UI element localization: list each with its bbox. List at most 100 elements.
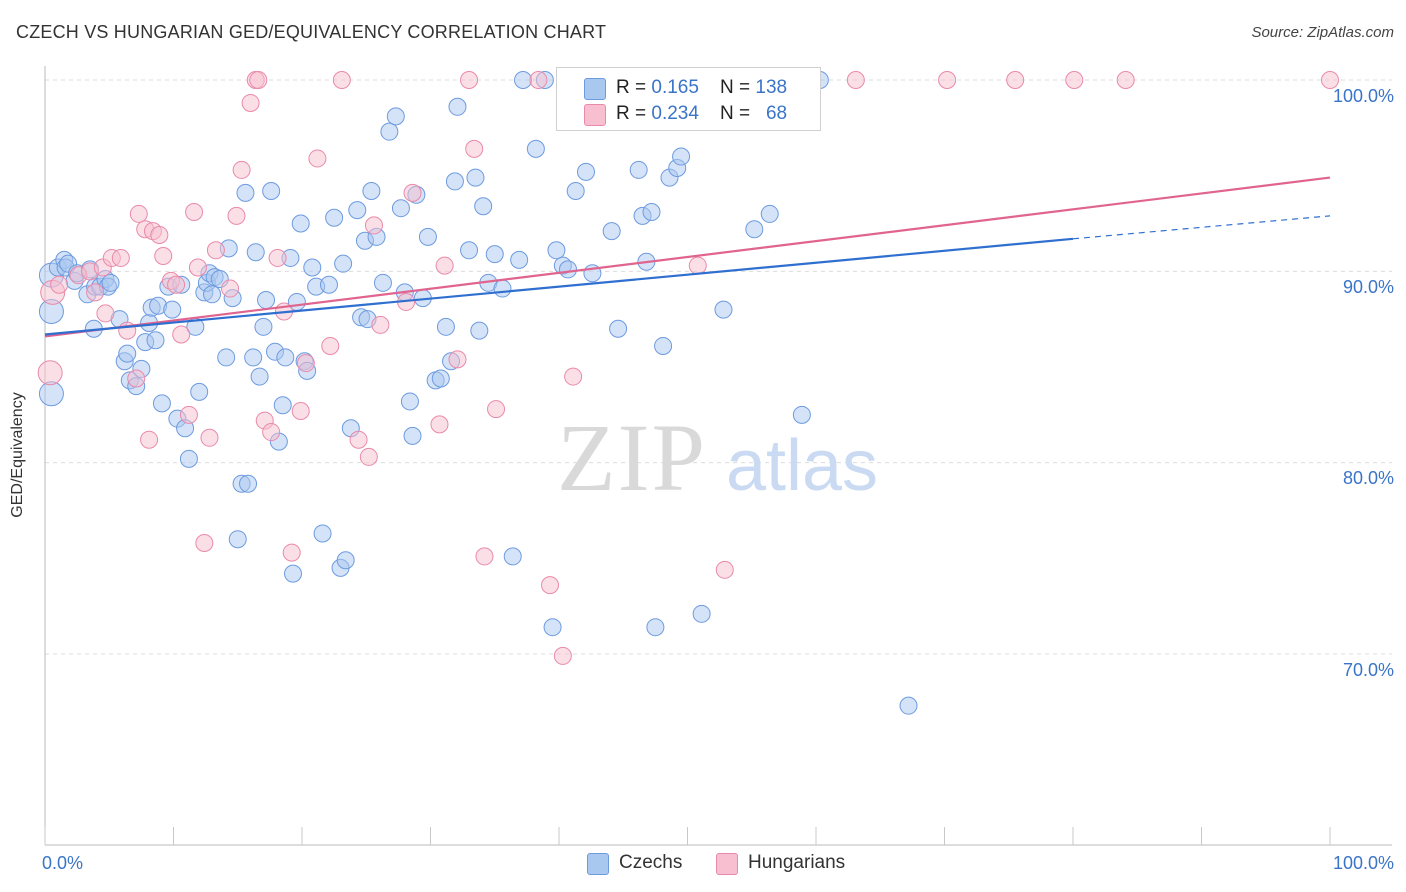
hungarian-point [232, 160, 251, 179]
y-tick-80: 80.0% [1342, 468, 1394, 488]
axes [44, 66, 1392, 846]
czech-point [236, 183, 255, 202]
czech-trend-line [44, 237, 1074, 336]
czech-point [101, 273, 120, 292]
czech-point [262, 181, 281, 200]
czech-point [493, 279, 512, 298]
hungarian-point [179, 405, 198, 424]
czech-point [646, 618, 665, 637]
hungarian-point [308, 149, 327, 168]
hungarian-point [221, 279, 240, 298]
hungarian-point [268, 248, 287, 267]
hungarian-point [403, 183, 422, 202]
czech-point [403, 426, 422, 445]
hungarian-point [291, 402, 310, 421]
hungarians-legend-label: Hungarians [748, 852, 846, 873]
hungarian-point [332, 71, 351, 89]
hungarian-point [541, 576, 560, 595]
hungarian-point [465, 139, 484, 158]
hungarian-point [282, 543, 301, 562]
czech-point [510, 250, 529, 269]
czech-n-label: N = [720, 77, 756, 98]
czech-point [543, 618, 562, 637]
watermark-atlas: atlas [726, 426, 878, 506]
hungarian-point [154, 247, 173, 266]
czech-point [485, 245, 504, 264]
czech-point [152, 394, 171, 413]
hungarian-point [262, 423, 281, 442]
czech-point [319, 275, 338, 294]
czech-point [239, 474, 258, 493]
x-tick-max: 100.0% [1332, 853, 1394, 873]
czech-points [38, 71, 918, 715]
czech-point [391, 199, 410, 218]
hungarian-point [188, 258, 207, 277]
czech-point [373, 273, 392, 292]
czech-point [445, 172, 464, 191]
czech-point [474, 197, 493, 216]
hungarian-point [938, 71, 957, 89]
hungarian-point [448, 350, 467, 369]
hungarian-point [435, 256, 454, 275]
hungarian-point [249, 71, 268, 89]
czech-point [470, 321, 489, 340]
czechs-legend-label: Czechs [619, 852, 683, 873]
czech-point [400, 392, 419, 411]
czech-trend-extension [1072, 215, 1331, 240]
hungarian-point [111, 248, 130, 267]
czech-point [336, 551, 355, 570]
czech-point [244, 348, 263, 367]
czech-point [558, 260, 577, 279]
czech-point [380, 122, 399, 141]
czech-point [629, 160, 648, 179]
czech-point [448, 97, 467, 116]
czech-point [760, 204, 779, 223]
czech-point [179, 449, 198, 468]
hungarian-n-value: 68 [765, 103, 788, 124]
czech-point [313, 524, 332, 543]
y-tick-100: 100.0% [1332, 86, 1394, 106]
y-tick-90: 90.0% [1342, 277, 1394, 297]
czechs-legend-swatch [587, 853, 609, 875]
hungarian-point [564, 367, 583, 386]
hungarian-point [296, 354, 315, 373]
hungarian-point [715, 560, 734, 579]
hungarian-trend-line [44, 176, 1331, 338]
hungarian-point [364, 216, 383, 235]
czech-n-value: 138 [755, 77, 788, 98]
hungarian-point [195, 534, 214, 553]
czech-point [609, 319, 628, 338]
hungarian-point [96, 304, 115, 323]
hungarian-point [185, 203, 204, 222]
hungarian-point [475, 547, 494, 566]
czech-point [325, 208, 344, 227]
czech-point [203, 285, 222, 304]
hungarian-point [129, 204, 148, 223]
czech-point [526, 139, 545, 158]
czech-point [418, 227, 437, 246]
czech-point [899, 696, 918, 715]
czech-point [190, 382, 209, 401]
hungarian-point [553, 646, 572, 665]
watermark: ZIP atlas [557, 404, 878, 511]
czech-r-label: R = [616, 77, 652, 98]
czech-point [273, 396, 292, 415]
czech-point [146, 331, 165, 350]
czech-point [745, 220, 764, 239]
series-legend: Czechs Hungarians [0, 852, 1406, 876]
czech-point [254, 317, 273, 336]
czech-point [276, 348, 295, 367]
hungarian-point [371, 315, 390, 334]
hungarian-point [430, 415, 449, 434]
czech-r-value: 0.165 [651, 77, 699, 98]
czech-point [250, 367, 269, 386]
hungarian-point [688, 256, 707, 275]
hungarian-point [359, 447, 378, 466]
czech-point [514, 71, 533, 89]
czech-swatch [584, 78, 606, 100]
czech-point [163, 300, 182, 319]
czech-point [602, 222, 621, 241]
czech-point [217, 348, 236, 367]
czech-point [460, 241, 479, 260]
chart-title: CZECH VS HUNGARIAN GED/EQUIVALENCY CORRE… [16, 22, 607, 42]
